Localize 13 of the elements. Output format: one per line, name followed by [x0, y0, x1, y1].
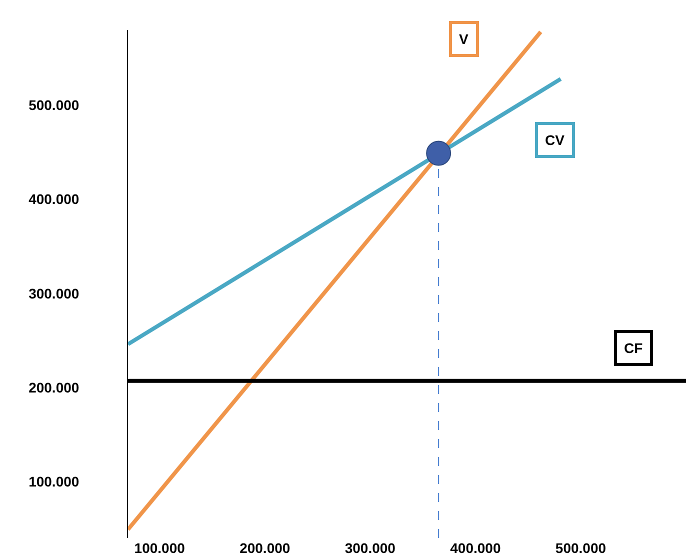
x-tick-label: 500.000 [555, 540, 606, 556]
y-tick-label: 200.000 [28, 379, 80, 396]
x-tick-label: 200.000 [240, 540, 290, 556]
x-tick-label: 100.000 [134, 540, 186, 556]
y-tick-label: 500.000 [28, 97, 80, 114]
x-tick-label: 400.000 [450, 540, 501, 556]
annotation: CV [545, 132, 566, 148]
annotation: V [459, 31, 469, 47]
y-tick-label: 300.000 [28, 285, 80, 302]
y-tick-label: 100.000 [28, 473, 80, 490]
x-tick-label: 300.000 [344, 540, 396, 556]
annotation: CF [624, 340, 644, 356]
y-tick-label: 400.000 [28, 191, 80, 208]
